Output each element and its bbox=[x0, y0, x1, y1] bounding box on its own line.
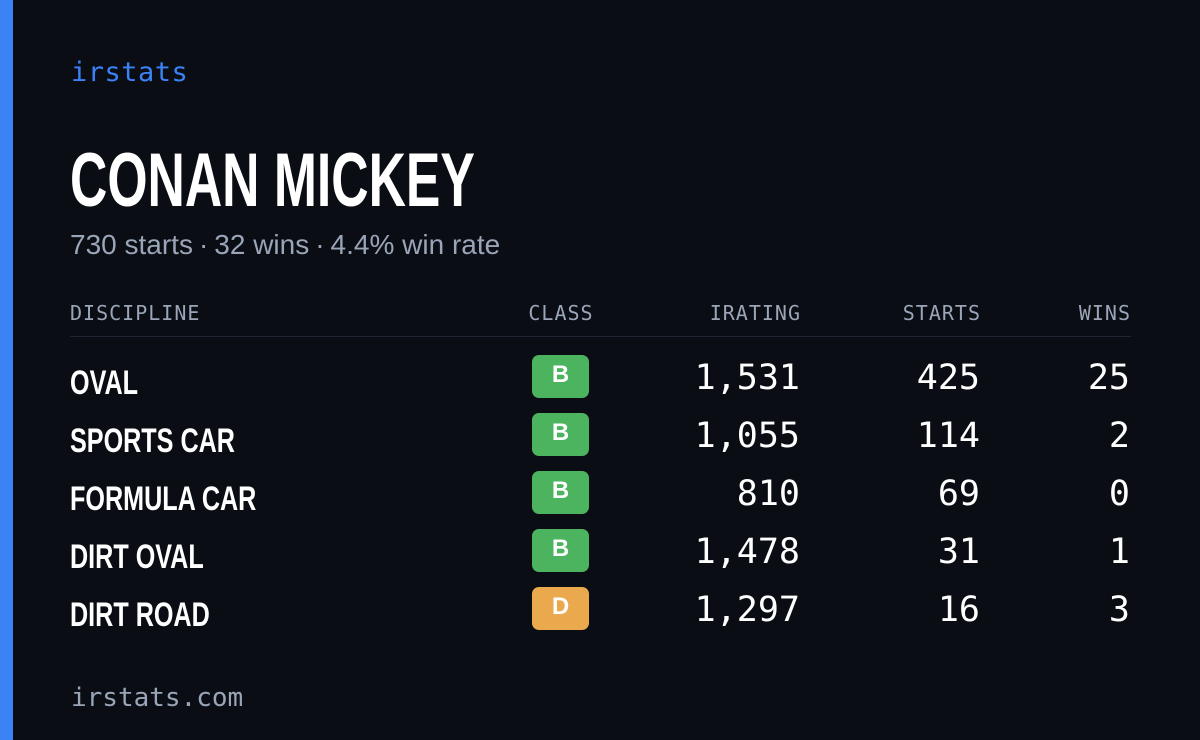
row-discipline: OVAL bbox=[70, 364, 139, 402]
row-discipline: SPORTS CAR bbox=[70, 422, 235, 460]
row-discipline: FORMULA CAR bbox=[70, 480, 257, 518]
summary-starts: 730 starts bbox=[70, 229, 193, 260]
row-irating: 1,297 bbox=[694, 590, 800, 630]
row-wins: 2 bbox=[1108, 416, 1130, 456]
class-badge: B bbox=[532, 355, 589, 398]
row-irating: 810 bbox=[736, 474, 800, 514]
class-badge: B bbox=[532, 529, 589, 572]
summary-wins: 32 wins bbox=[214, 229, 310, 260]
footer-site-url: irstats.com bbox=[71, 683, 244, 713]
summary-win-rate: 4.4% win rate bbox=[330, 229, 501, 260]
header-class: CLASS bbox=[528, 301, 594, 325]
row-discipline: DIRT ROAD bbox=[70, 596, 210, 634]
row-starts: 114 bbox=[916, 416, 980, 456]
class-badge: B bbox=[532, 471, 589, 514]
row-wins: 1 bbox=[1108, 532, 1130, 572]
row-irating: 1,055 bbox=[694, 416, 800, 456]
row-discipline: DIRT OVAL bbox=[70, 538, 204, 576]
header-wins: WINS bbox=[1078, 301, 1131, 325]
license-table: DISCIPLINE CLASS IRATING STARTS WINS OVA… bbox=[70, 296, 1131, 643]
row-wins: 3 bbox=[1108, 590, 1130, 630]
table-row: DIRT OVAL B 1,478 31 1 bbox=[70, 527, 1131, 585]
row-irating: 1,478 bbox=[694, 532, 800, 572]
driver-name: CONAN MICKEY bbox=[70, 138, 475, 223]
table-row: SPORTS CAR B 1,055 114 2 bbox=[70, 411, 1131, 469]
row-starts: 69 bbox=[937, 474, 980, 514]
row-wins: 25 bbox=[1087, 358, 1130, 398]
brand-logo: irstats bbox=[71, 57, 189, 88]
header-starts: STARTS bbox=[902, 301, 981, 325]
row-starts: 16 bbox=[937, 590, 980, 630]
accent-bar bbox=[0, 0, 13, 740]
summary-separator: · bbox=[198, 229, 209, 260]
row-starts: 31 bbox=[937, 532, 980, 572]
table-row: OVAL B 1,531 425 25 bbox=[70, 353, 1131, 411]
class-badge: B bbox=[532, 413, 589, 456]
row-starts: 425 bbox=[916, 358, 980, 398]
class-badge: D bbox=[532, 587, 589, 630]
driver-summary: 730 starts · 32 wins · 4.4% win rate bbox=[70, 226, 500, 264]
summary-separator: · bbox=[315, 229, 325, 260]
header-discipline: DISCIPLINE bbox=[70, 301, 201, 325]
row-wins: 0 bbox=[1108, 474, 1130, 514]
table-row: DIRT ROAD D 1,297 16 3 bbox=[70, 585, 1131, 643]
table-row: FORMULA CAR B 810 69 0 bbox=[70, 469, 1131, 527]
table-body: OVAL B 1,531 425 25 SPORTS CAR B 1,055 1… bbox=[70, 353, 1131, 643]
header-irating: IRATING bbox=[709, 301, 801, 325]
table-header: DISCIPLINE CLASS IRATING STARTS WINS bbox=[70, 296, 1131, 337]
row-irating: 1,531 bbox=[694, 358, 800, 398]
